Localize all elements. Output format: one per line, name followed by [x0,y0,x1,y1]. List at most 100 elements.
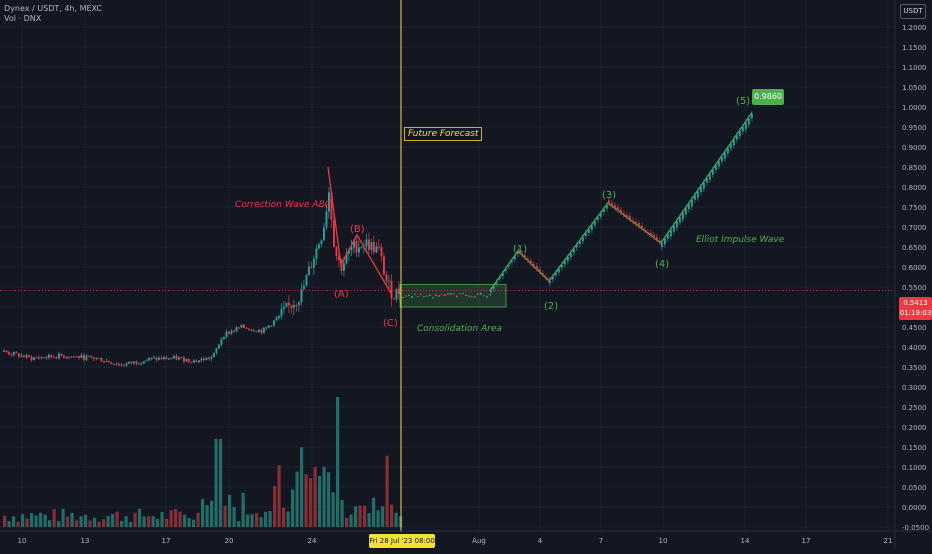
forecast-candle [626,214,628,217]
volume-bar [277,465,281,527]
consolidation-label[interactable]: Consolidation Area [417,324,502,334]
candle-body [45,357,48,359]
candle-body [125,363,128,366]
candle-body [343,263,345,271]
forecast-candle [505,269,507,271]
candle-body [70,356,73,358]
forecast-candle [661,243,663,248]
candle-body [118,364,120,366]
forecast-candle [721,157,723,162]
time-tick-label: 21 [884,537,893,545]
candle-body [93,357,95,359]
volume-bar [84,514,88,527]
forecast-candle [444,294,446,297]
candle-body [398,288,400,295]
candle-body [165,357,168,360]
crosshair-date-tag: Fri 28 Jul '23 08:00 [369,534,435,548]
candle-body [180,357,183,359]
forecast-candle [490,290,492,293]
candle-body [378,246,380,248]
candle-body [315,248,318,259]
forecast-candle [539,269,541,272]
forecast-candle [588,229,590,233]
volume-bar [327,472,331,527]
forecast-candle [511,260,513,263]
currency-unit-badge[interactable]: USDT [900,4,926,19]
candle-body [238,327,240,329]
candle-body [270,325,273,327]
symbol-header[interactable]: Dynex / USDT, 4h, MEXC [4,4,103,13]
forecast-candle [441,294,443,296]
candle-body [265,327,268,329]
forecast-candle [620,209,622,213]
future-forecast-label[interactable]: Future Forecast [404,127,483,141]
volume-bar [354,506,358,527]
candle-body [200,358,203,361]
candle-body [100,358,103,362]
candle-body [230,330,233,334]
candle-body [58,353,60,359]
time-tick-label: 14 [741,537,750,545]
volume-bar [34,515,38,527]
candle-body [368,239,370,250]
wave-c-label: (C) [383,318,398,329]
impulse-wave-path [489,112,753,291]
candle-body [233,330,235,332]
volume-bar [264,511,268,527]
price-tick-label: 0.1500 [902,444,927,452]
volume-bar [57,521,61,527]
candle-body [98,357,100,359]
volume-bar [246,514,250,527]
candle-body [393,298,395,300]
candle-body [330,192,333,220]
price-tick-label: 0.0500 [902,484,927,492]
candle-body [223,336,225,340]
volume-bar [201,498,205,527]
candle-body [215,348,218,353]
forecast-candle [570,253,572,258]
candle-body [168,358,170,360]
forecast-candle [641,225,643,228]
volume-bar [124,516,128,527]
forecast-candle [682,212,684,220]
candle-body [163,357,165,360]
volume-bar [205,505,209,527]
volume-bar [3,515,7,527]
forecast-candle [417,296,419,298]
volume-bar [295,471,299,527]
candle-body [263,327,265,333]
candle-body [158,357,160,360]
candle-body [328,192,330,212]
candle-body [103,361,105,363]
candle-body [320,240,323,245]
forecast-candle [597,217,599,220]
forecast-candle [614,204,616,208]
volume-bar [70,512,74,527]
candle-body [255,331,258,333]
volume-bar [291,489,295,527]
volume-bar [255,513,259,527]
candle-body [305,275,308,286]
forecast-candle [429,294,431,296]
volume-bar [349,514,353,527]
forecast-candle [594,221,596,226]
volume-bar [174,509,178,527]
forecast-candle [545,276,547,278]
forecast-candle [576,245,578,248]
correction-wave-label[interactable]: Correction Wave ABC [235,200,332,210]
volume-bar [7,521,11,527]
forecast-candle [426,295,428,297]
forecast-candle [533,264,535,266]
volume-legend[interactable]: Vol · DNX [4,14,42,23]
target-price-tag[interactable]: 0.9860 [752,89,784,105]
candle-body [268,325,270,328]
forecast-candle [653,234,655,237]
forecast-candle [462,293,464,295]
candle-body [8,352,10,355]
candle-body [380,247,383,257]
forecast-candle [697,191,699,198]
wave-3-label: (3) [602,190,617,201]
impulse-wave-label[interactable]: Elliot Impulse Wave [696,235,785,245]
forecast-candle [709,174,711,180]
